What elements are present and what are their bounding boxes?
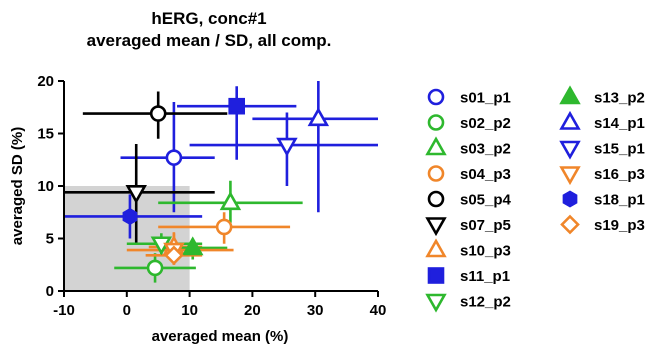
y-axis-label: averaged SD (%) bbox=[9, 127, 26, 245]
plot-area: -10 0 10 20 30 40 0 5 10 15 20 bbox=[37, 73, 386, 319]
data-point-s02_p2 bbox=[146, 259, 164, 277]
legend-item-s05_p4: s05_p4 bbox=[427, 190, 512, 209]
x-tick-label: 0 bbox=[123, 302, 131, 319]
data-point-s15_p1 bbox=[276, 137, 298, 157]
legend-label-s07_p5: s07_p5 bbox=[460, 217, 511, 234]
data-point-s03_p2 bbox=[219, 191, 242, 211]
y-tick-label: 0 bbox=[46, 283, 54, 300]
legend-label-s15_p1: s15_p1 bbox=[594, 141, 645, 158]
legend-label-s14_p1: s14_p1 bbox=[594, 115, 645, 132]
data-point-s19_p3 bbox=[164, 245, 184, 266]
data-point-s13_p2 bbox=[182, 236, 204, 256]
legend-label-s01_p1: s01_p1 bbox=[460, 90, 511, 107]
legend-marker-s05_p4 bbox=[427, 190, 445, 208]
legend-marker-s07_p5 bbox=[425, 217, 447, 237]
legend-marker-s10_p3 bbox=[425, 238, 447, 258]
data-point-s07_p5 bbox=[125, 185, 147, 204]
legend-label-s02_p2: s02_p2 bbox=[460, 115, 511, 132]
legend-marker-s12_p2 bbox=[425, 293, 447, 313]
legend-label-s04_p3: s04_p3 bbox=[460, 166, 511, 183]
x-tick-label: 30 bbox=[307, 302, 324, 319]
legend-label-s19_p3: s19_p3 bbox=[594, 217, 645, 234]
legend-marker-s11_p1 bbox=[427, 267, 445, 284]
y-tick-label: 5 bbox=[46, 231, 54, 248]
data-points bbox=[122, 97, 330, 277]
legend-marker-s18_p1 bbox=[562, 190, 578, 208]
data-point-s05_p4 bbox=[149, 105, 167, 122]
legend-label-s10_p3: s10_p3 bbox=[460, 243, 511, 260]
legend-marker-s01_p1 bbox=[427, 88, 445, 106]
legend-item-s07_p5: s07_p5 bbox=[425, 217, 511, 237]
legend-marker-s14_p1 bbox=[559, 110, 581, 130]
legend: s01_p1 s02_p2 s03_p2 s04_p3 s05_p4 s07_p5 s10_… bbox=[425, 85, 645, 313]
data-point-s18_p1 bbox=[122, 207, 138, 225]
y-tick-label: 15 bbox=[37, 126, 54, 143]
legend-label-s18_p1: s18_p1 bbox=[594, 192, 645, 209]
legend-item-s15_p1: s15_p1 bbox=[559, 140, 645, 160]
legend-marker-s04_p3 bbox=[427, 165, 445, 182]
x-tick-label: -10 bbox=[53, 302, 75, 319]
legend-item-s01_p1: s01_p1 bbox=[427, 88, 511, 107]
legend-marker-s03_p2 bbox=[425, 136, 447, 156]
legend-marker-s13_p2 bbox=[559, 85, 581, 105]
legend-item-s10_p3: s10_p3 bbox=[425, 238, 511, 260]
legend-item-s16_p3: s16_p3 bbox=[559, 166, 645, 186]
legend-item-s18_p1: s18_p1 bbox=[562, 190, 645, 209]
data-point-s04_p3 bbox=[215, 218, 233, 236]
legend-item-s13_p2: s13_p2 bbox=[559, 85, 645, 107]
legend-label-s13_p2: s13_p2 bbox=[594, 90, 645, 107]
legend-label-s05_p4: s05_p4 bbox=[460, 192, 512, 209]
legend-item-s02_p2: s02_p2 bbox=[427, 114, 511, 132]
chart-subtitle: averaged mean / SD, all comp. bbox=[87, 31, 332, 50]
legend-label-s16_p3: s16_p3 bbox=[594, 166, 645, 183]
legend-label-s03_p2: s03_p2 bbox=[460, 141, 511, 158]
legend-label-s12_p2: s12_p2 bbox=[460, 294, 511, 311]
legend-item-s12_p2: s12_p2 bbox=[425, 293, 511, 313]
chart-title: hERG, conc#1 bbox=[151, 9, 266, 28]
legend-item-s19_p3: s19_p3 bbox=[560, 214, 645, 235]
legend-marker-s19_p3 bbox=[560, 214, 580, 235]
y-tick-label: 10 bbox=[37, 178, 54, 195]
data-point-s01_p1 bbox=[165, 149, 183, 166]
legend-marker-s02_p2 bbox=[427, 114, 445, 131]
legend-item-s11_p1: s11_p1 bbox=[427, 267, 510, 285]
data-point-s11_p1 bbox=[228, 97, 245, 115]
legend-item-s04_p3: s04_p3 bbox=[427, 165, 511, 183]
x-tick-label: 40 bbox=[370, 302, 387, 319]
legend-label-s11_p1: s11_p1 bbox=[460, 268, 510, 285]
data-point-s14_p1 bbox=[307, 107, 330, 127]
x-axis-label: averaged mean (%) bbox=[152, 328, 289, 345]
x-tick-label: 10 bbox=[181, 302, 198, 319]
legend-marker-s16_p3 bbox=[559, 166, 581, 186]
legend-item-s14_p1: s14_p1 bbox=[559, 110, 645, 132]
legend-item-s03_p2: s03_p2 bbox=[425, 136, 511, 158]
legend-marker-s15_p1 bbox=[559, 140, 581, 160]
x-tick-label: 20 bbox=[244, 302, 261, 319]
y-tick-label: 20 bbox=[37, 73, 54, 90]
